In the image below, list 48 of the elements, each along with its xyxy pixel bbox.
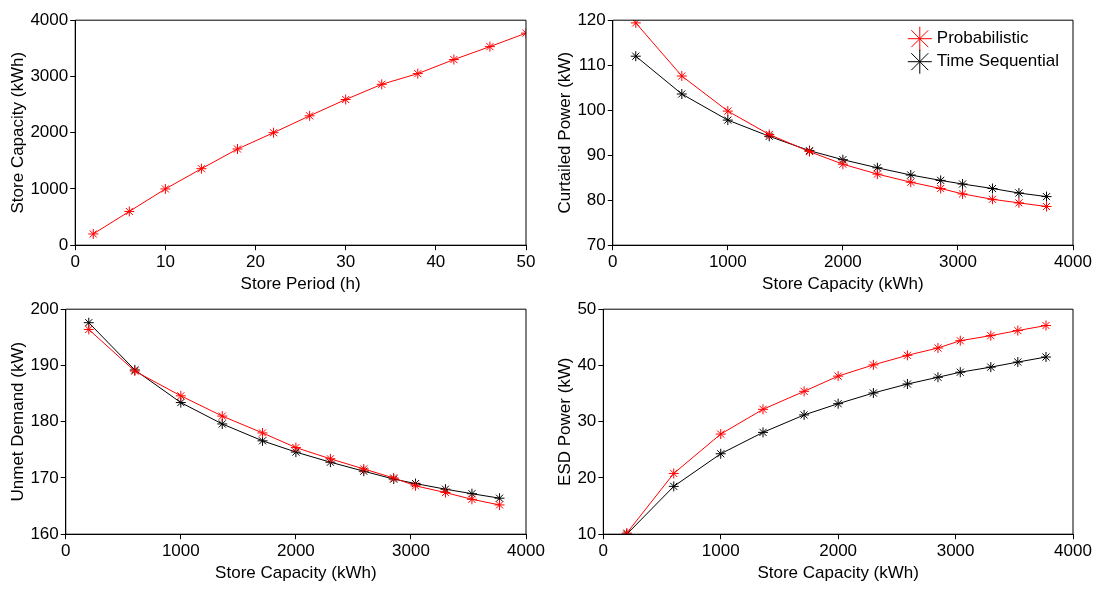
y-tick-label: 110 xyxy=(578,54,606,74)
y-tick-label: 190 xyxy=(30,355,59,375)
x-tick-label: 1000 xyxy=(708,252,747,272)
x-tick-label: 50 xyxy=(516,252,536,272)
y-tick-label: 70 xyxy=(586,234,606,254)
x-tick-label: 3000 xyxy=(392,541,430,561)
y-tick-label: 4000 xyxy=(30,9,69,29)
y-tick-label: 40 xyxy=(577,355,597,375)
y-tick-label: 50 xyxy=(577,298,597,318)
y-tick-label: 200 xyxy=(30,298,59,318)
x-tick-label: 10 xyxy=(155,252,175,272)
x-tick-label: 2000 xyxy=(819,541,858,561)
x-axis-title: Store Period (h) xyxy=(240,274,361,294)
y-tick-label: 10 xyxy=(577,523,597,543)
x-tick-label: 3000 xyxy=(939,252,977,272)
y-tick-label: 3000 xyxy=(30,66,69,86)
y-axis-title: Curtailed Power (kW) xyxy=(554,51,574,214)
x-tick-label: 1000 xyxy=(161,541,200,561)
y-tick-label: 90 xyxy=(586,144,606,164)
x-tick-label: 2000 xyxy=(823,252,862,272)
x-tick-label: 4000 xyxy=(1054,541,1092,561)
y-axis-title: ESD Power (kW) xyxy=(554,357,574,486)
x-axis-title: Store Capacity (kWh) xyxy=(757,563,919,583)
y-tick-label: 100 xyxy=(577,99,606,119)
x-tick-label: 1000 xyxy=(701,541,740,561)
x-tick-label: 30 xyxy=(336,252,356,272)
y-axis-title: Store Capacity (kWh) xyxy=(7,51,27,214)
y-tick-label: 180 xyxy=(30,411,59,431)
y-tick-label: 2000 xyxy=(30,122,69,142)
y-axis-title: Unmet Demand (kW) xyxy=(7,341,27,502)
legend-label: Probabilistic xyxy=(936,28,1029,48)
y-tick-label: 20 xyxy=(577,467,597,487)
y-tick-label: 160 xyxy=(30,523,59,543)
x-tick-label: 3000 xyxy=(936,541,975,561)
y-tick-label: 30 xyxy=(577,411,597,431)
x-tick-label: 20 xyxy=(246,252,265,272)
y-tick-label: 0 xyxy=(58,234,69,254)
y-tick-label: 1000 xyxy=(30,178,69,198)
x-axis-title: Store Capacity (kWh) xyxy=(215,563,377,583)
x-tick-label: 2000 xyxy=(276,541,315,561)
x-axis-title: Store Capacity (kWh) xyxy=(762,274,924,294)
y-tick-label: 170 xyxy=(30,467,59,487)
legend-label: Time Sequential xyxy=(936,51,1060,71)
x-tick-label: 4000 xyxy=(1054,252,1092,272)
y-tick-label: 80 xyxy=(586,189,606,209)
x-tick-label: 4000 xyxy=(507,541,545,561)
y-tick-label: 120 xyxy=(577,9,606,29)
x-tick-label: 40 xyxy=(426,252,446,272)
